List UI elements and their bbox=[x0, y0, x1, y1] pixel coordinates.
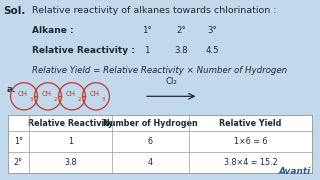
Text: 2: 2 bbox=[53, 97, 57, 102]
Text: 1: 1 bbox=[68, 137, 73, 146]
Text: Relative Reactivity: Relative Reactivity bbox=[28, 119, 113, 128]
Text: 2: 2 bbox=[77, 97, 81, 102]
Text: 1×6 = 6: 1×6 = 6 bbox=[234, 137, 267, 146]
Text: 1°: 1° bbox=[142, 26, 152, 35]
Text: 3.8: 3.8 bbox=[174, 46, 188, 55]
Text: Relative Reactivity :: Relative Reactivity : bbox=[32, 46, 135, 55]
Text: CH: CH bbox=[41, 91, 52, 97]
Text: Avanti: Avanti bbox=[278, 166, 310, 176]
Text: CH: CH bbox=[65, 91, 76, 97]
Text: Number of Hydrogen: Number of Hydrogen bbox=[103, 119, 198, 128]
Text: 2°: 2° bbox=[176, 26, 186, 35]
Text: 3: 3 bbox=[29, 97, 33, 102]
Text: 6: 6 bbox=[148, 137, 153, 146]
Text: 4.5: 4.5 bbox=[206, 46, 220, 55]
Text: CH: CH bbox=[17, 91, 28, 97]
Text: Relative Yield = Relative Reactivity × Number of Hydrogen: Relative Yield = Relative Reactivity × N… bbox=[32, 66, 288, 75]
Text: 3.8×4 = 15.2: 3.8×4 = 15.2 bbox=[224, 158, 277, 167]
Text: 2°: 2° bbox=[14, 158, 23, 167]
Text: Cl₂: Cl₂ bbox=[165, 76, 177, 86]
Text: 3°: 3° bbox=[208, 26, 218, 35]
FancyBboxPatch shape bbox=[8, 115, 312, 173]
Text: a.: a. bbox=[6, 86, 16, 94]
Text: 1°: 1° bbox=[14, 137, 23, 146]
Text: 4: 4 bbox=[148, 158, 153, 167]
Text: Sol.: Sol. bbox=[3, 6, 26, 16]
Text: 3.8: 3.8 bbox=[64, 158, 77, 167]
Text: Alkane :: Alkane : bbox=[32, 26, 74, 35]
Text: Relative Yield: Relative Yield bbox=[219, 119, 282, 128]
Text: Relative reactivity of alkanes towards chlorination :: Relative reactivity of alkanes towards c… bbox=[32, 6, 276, 15]
Text: CH: CH bbox=[89, 91, 100, 97]
Text: 1: 1 bbox=[144, 46, 150, 55]
Text: 3: 3 bbox=[101, 97, 105, 102]
